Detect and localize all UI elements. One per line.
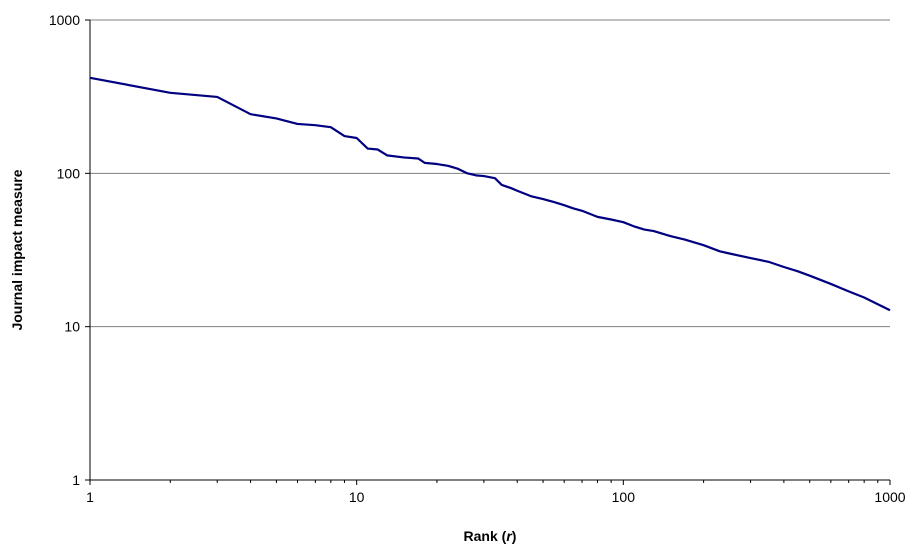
series-layer bbox=[89, 76, 891, 312]
y-axis-title: Journal impact measure bbox=[9, 169, 25, 330]
y-tick-label-10: 10 bbox=[64, 319, 80, 335]
x-tick-label-1: 1 bbox=[86, 489, 94, 505]
y-tick-label-100: 100 bbox=[57, 165, 81, 181]
y-tick-label-1000: 1000 bbox=[49, 12, 80, 28]
series-line-0 bbox=[89, 76, 891, 312]
x-tick-label-1000: 1000 bbox=[874, 489, 905, 505]
x-axis-title-variable: r bbox=[506, 528, 513, 544]
x-tick-label-10: 10 bbox=[349, 489, 365, 505]
x-axis-title: Rank (r) bbox=[464, 528, 517, 544]
y-tick-label-1: 1 bbox=[72, 472, 80, 488]
tick-labels: 1 10 100 1000 1 10 100 1000 bbox=[49, 12, 906, 505]
axes bbox=[85, 19, 891, 485]
x-tick-label-100: 100 bbox=[612, 489, 636, 505]
gridlines bbox=[90, 19, 890, 328]
